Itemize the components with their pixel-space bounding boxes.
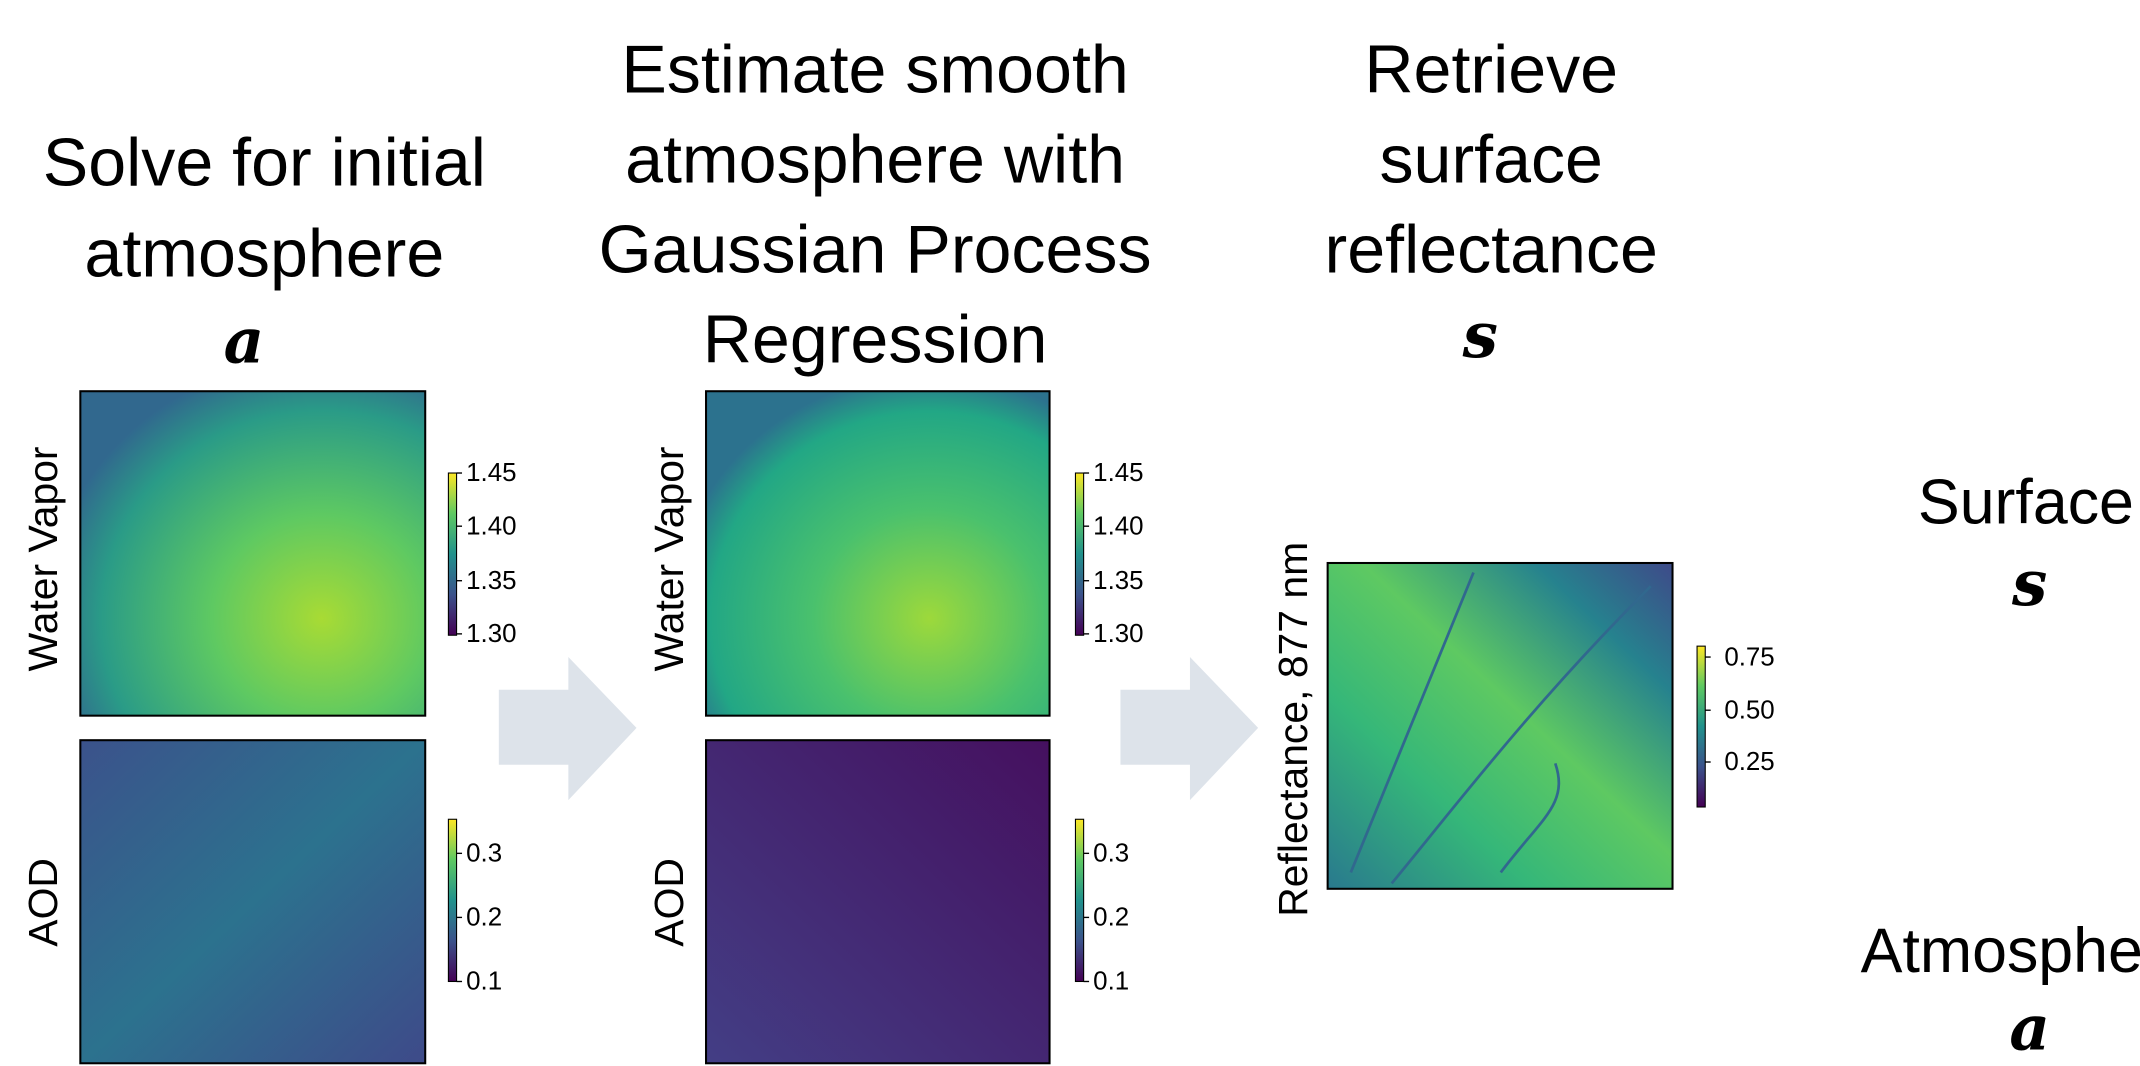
y-label: AOD [20, 858, 66, 947]
step-title: Estimate smooth [621, 32, 1128, 108]
step-title: atmosphere with [625, 122, 1125, 198]
heatmap [80, 740, 425, 1063]
colorbar-tick: 0.2 [1093, 904, 1129, 932]
heatmap [80, 391, 425, 715]
colorbar-tick: 0.25 [1724, 748, 1774, 776]
step-title: reflectance [1325, 212, 1658, 288]
colorbar-tick: 0.50 [1724, 696, 1774, 724]
step-title: surface [1379, 122, 1602, 198]
arrow [1120, 657, 1258, 800]
colorbar-tick: 1.30 [1093, 620, 1143, 648]
step-symbol: a [224, 304, 265, 378]
arrow [499, 657, 637, 800]
colorbar-tick: 1.40 [466, 512, 516, 540]
colorbar-tick: 1.40 [1093, 512, 1143, 540]
colorbar-tick: 0.3 [1093, 840, 1129, 868]
colorbar-tick: 0.2 [466, 904, 502, 932]
colorbar [448, 819, 456, 981]
heatmap [706, 740, 1050, 1063]
colorbar-tick: 1.35 [1093, 567, 1143, 595]
side-symbol: a [2009, 991, 2050, 1065]
colorbar-tick: 1.45 [466, 459, 516, 487]
step-title: Gaussian Process [599, 212, 1152, 288]
colorbar-tick: 0.3 [466, 840, 502, 868]
y-label: Water Vapor [20, 446, 66, 671]
y-label: AOD [646, 858, 692, 947]
colorbar-tick: 0.1 [466, 968, 502, 996]
heatmap [1328, 563, 1673, 889]
side-symbol: s [2011, 546, 2047, 620]
heatmap [706, 391, 1050, 715]
step-title: Regression [703, 302, 1048, 378]
side-label: Surface [1918, 467, 2134, 537]
side-label: Atmosphe [1861, 916, 2140, 986]
y-label: Reflectance, 877 nm [1270, 542, 1316, 917]
colorbar-tick: 0.75 [1724, 643, 1774, 671]
step-title: Retrieve [1364, 32, 1618, 108]
colorbar-tick: 1.30 [466, 620, 516, 648]
colorbar [1075, 473, 1083, 635]
step-title: Solve for initial [43, 124, 486, 200]
colorbar [1075, 819, 1083, 981]
step-symbol: s [1462, 298, 1498, 372]
y-label: Water Vapor [646, 446, 692, 671]
colorbar-tick: 1.35 [466, 567, 516, 595]
step-title: atmosphere [84, 216, 444, 292]
colorbar [1697, 646, 1705, 807]
figure: Solve for initial atmosphere a Estimate … [0, 0, 2140, 1066]
colorbar-tick: 1.45 [1093, 459, 1143, 487]
colorbar [448, 473, 456, 635]
colorbar-tick: 0.1 [1093, 968, 1129, 996]
